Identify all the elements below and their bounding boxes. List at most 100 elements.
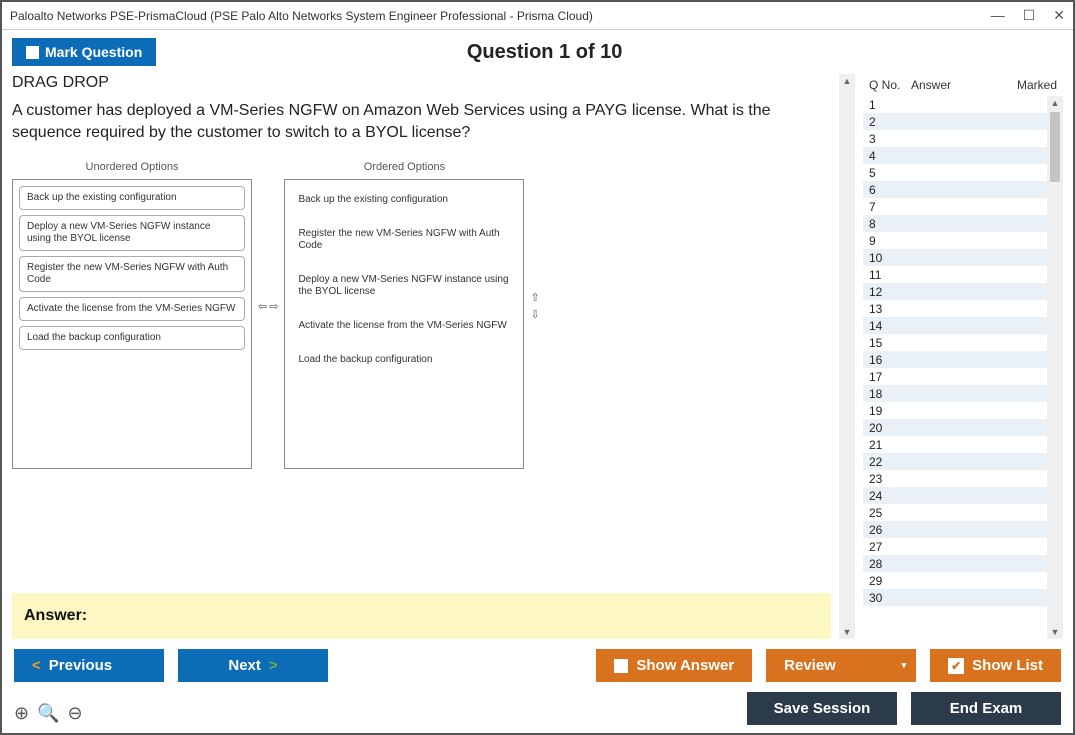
ordered-option[interactable]: Load the backup configuration	[291, 346, 517, 380]
sidebar-list: 1234567891011121314151617181920212223242…	[863, 96, 1063, 639]
next-button[interactable]: Next >	[178, 649, 328, 682]
question-list-row[interactable]: 2	[863, 113, 1047, 130]
question-text: A customer has deployed a VM-Series NGFW…	[12, 100, 831, 143]
drag-drop-area: Unordered Options Back up the existing c…	[12, 161, 831, 469]
app-window: Paloalto Networks PSE-PrismaCloud (PSE P…	[0, 0, 1075, 735]
scroll-up-icon[interactable]: ▲	[843, 76, 852, 86]
mark-question-label: Mark Question	[45, 44, 142, 60]
unordered-option[interactable]: Load the backup configuration	[19, 326, 245, 350]
unordered-option[interactable]: Activate the license from the VM-Series …	[19, 297, 245, 321]
content-scroll: DRAG DROP A customer has deployed a VM-S…	[12, 74, 831, 593]
unordered-header: Unordered Options	[86, 161, 179, 173]
question-list-row[interactable]: 29	[863, 572, 1047, 589]
unordered-option[interactable]: Deploy a new VM-Series NGFW instance usi…	[19, 215, 245, 251]
arrow-right-icon[interactable]: ⇨	[269, 300, 278, 313]
end-exam-button[interactable]: End Exam	[911, 692, 1061, 725]
arrow-up-icon[interactable]: ⇧	[530, 291, 539, 304]
question-counter: Question 1 of 10	[156, 41, 933, 64]
col-marked: Marked	[1005, 78, 1057, 92]
maximize-icon[interactable]: ☐	[1023, 7, 1036, 24]
show-list-button[interactable]: ✔ Show List	[930, 649, 1061, 682]
question-list-row[interactable]: 22	[863, 453, 1047, 470]
mark-checkbox-icon	[26, 46, 39, 59]
question-list-row[interactable]: 18	[863, 385, 1047, 402]
sidebar-rows: 1234567891011121314151617181920212223242…	[863, 96, 1047, 639]
arrow-left-icon[interactable]: ⇦	[258, 300, 267, 313]
checkbox-checked-icon: ✔	[948, 658, 964, 674]
question-list-row[interactable]: 30	[863, 589, 1047, 606]
ordered-option[interactable]: Back up the existing configuration	[291, 186, 517, 220]
footer: < Previous Next > Show Answer Review ▾ ✔…	[2, 639, 1073, 733]
zoom-out-icon[interactable]: ⊖	[68, 703, 83, 724]
sidebar-header: Q No. Answer Marked	[863, 74, 1063, 96]
question-list-row[interactable]: 14	[863, 317, 1047, 334]
show-answer-button[interactable]: Show Answer	[596, 649, 752, 682]
question-list-row[interactable]: 1	[863, 96, 1047, 113]
save-session-button[interactable]: Save Session	[747, 692, 897, 725]
show-list-label: Show List	[972, 657, 1043, 674]
question-list-row[interactable]: 3	[863, 130, 1047, 147]
unordered-options-box[interactable]: Back up the existing configuration Deplo…	[12, 179, 252, 469]
ordered-options-box[interactable]: Back up the existing configuration Regis…	[284, 179, 524, 469]
arrow-down-icon[interactable]: ⇩	[530, 308, 539, 321]
question-list-row[interactable]: 5	[863, 164, 1047, 181]
question-list-row[interactable]: 27	[863, 538, 1047, 555]
col-answer: Answer	[911, 78, 1005, 92]
scroll-up-icon[interactable]: ▲	[1051, 96, 1060, 110]
minimize-icon[interactable]: —	[991, 7, 1005, 24]
question-list-row[interactable]: 21	[863, 436, 1047, 453]
chevron-right-icon: >	[269, 657, 278, 674]
question-list-row[interactable]: 23	[863, 470, 1047, 487]
question-list-row[interactable]: 8	[863, 215, 1047, 232]
scrollbar-thumb[interactable]	[1050, 112, 1060, 182]
question-list-row[interactable]: 10	[863, 249, 1047, 266]
chevron-left-icon: <	[32, 657, 41, 674]
scroll-down-icon[interactable]: ▼	[1051, 625, 1060, 639]
question-list-row[interactable]: 6	[863, 181, 1047, 198]
close-icon[interactable]: ✕	[1053, 7, 1065, 24]
show-answer-label: Show Answer	[636, 657, 734, 674]
review-label: Review	[784, 657, 836, 674]
zoom-reset-icon[interactable]: 🔍	[37, 703, 59, 724]
end-exam-label: End Exam	[950, 700, 1023, 717]
question-list-row[interactable]: 11	[863, 266, 1047, 283]
ordered-header: Ordered Options	[364, 161, 445, 173]
ordered-option[interactable]: Activate the license from the VM-Series …	[291, 312, 517, 346]
window-controls: — ☐ ✕	[991, 7, 1065, 24]
question-list-row[interactable]: 7	[863, 198, 1047, 215]
question-list-row[interactable]: 16	[863, 351, 1047, 368]
content-scrollbar[interactable]: ▲ ▼	[839, 74, 855, 639]
sidebar-scrollbar[interactable]: ▲ ▼	[1047, 96, 1063, 639]
question-list-row[interactable]: 13	[863, 300, 1047, 317]
scroll-down-icon[interactable]: ▼	[843, 627, 852, 637]
question-list-row[interactable]: 17	[863, 368, 1047, 385]
move-horizontal-controls: ⇦ ⇨	[256, 161, 280, 451]
move-vertical-controls: ⇧ ⇩	[528, 161, 541, 451]
question-list-row[interactable]: 28	[863, 555, 1047, 572]
unordered-option[interactable]: Back up the existing configuration	[19, 186, 245, 210]
dropdown-icon: ▾	[902, 660, 907, 671]
question-list-row[interactable]: 25	[863, 504, 1047, 521]
answer-label: Answer:	[24, 607, 87, 624]
answer-bar: Answer:	[12, 593, 831, 639]
zoom-in-icon[interactable]: ⊕	[14, 703, 29, 724]
ordered-option[interactable]: Register the new VM-Series NGFW with Aut…	[291, 220, 517, 266]
ordered-column: Ordered Options Back up the existing con…	[284, 161, 524, 469]
question-list-row[interactable]: 4	[863, 147, 1047, 164]
question-list-row[interactable]: 24	[863, 487, 1047, 504]
review-button[interactable]: Review ▾	[766, 649, 916, 682]
question-list-row[interactable]: 26	[863, 521, 1047, 538]
previous-label: Previous	[49, 657, 112, 674]
question-list-row[interactable]: 20	[863, 419, 1047, 436]
save-session-label: Save Session	[774, 700, 871, 717]
header-row: Mark Question Question 1 of 10	[2, 30, 1073, 74]
question-list-row[interactable]: 9	[863, 232, 1047, 249]
question-list-row[interactable]: 19	[863, 402, 1047, 419]
previous-button[interactable]: < Previous	[14, 649, 164, 682]
unordered-option[interactable]: Register the new VM-Series NGFW with Aut…	[19, 256, 245, 292]
ordered-option[interactable]: Deploy a new VM-Series NGFW instance usi…	[291, 266, 517, 312]
question-type-label: DRAG DROP	[12, 74, 831, 92]
question-list-row[interactable]: 15	[863, 334, 1047, 351]
question-list-row[interactable]: 12	[863, 283, 1047, 300]
mark-question-button[interactable]: Mark Question	[12, 38, 156, 66]
